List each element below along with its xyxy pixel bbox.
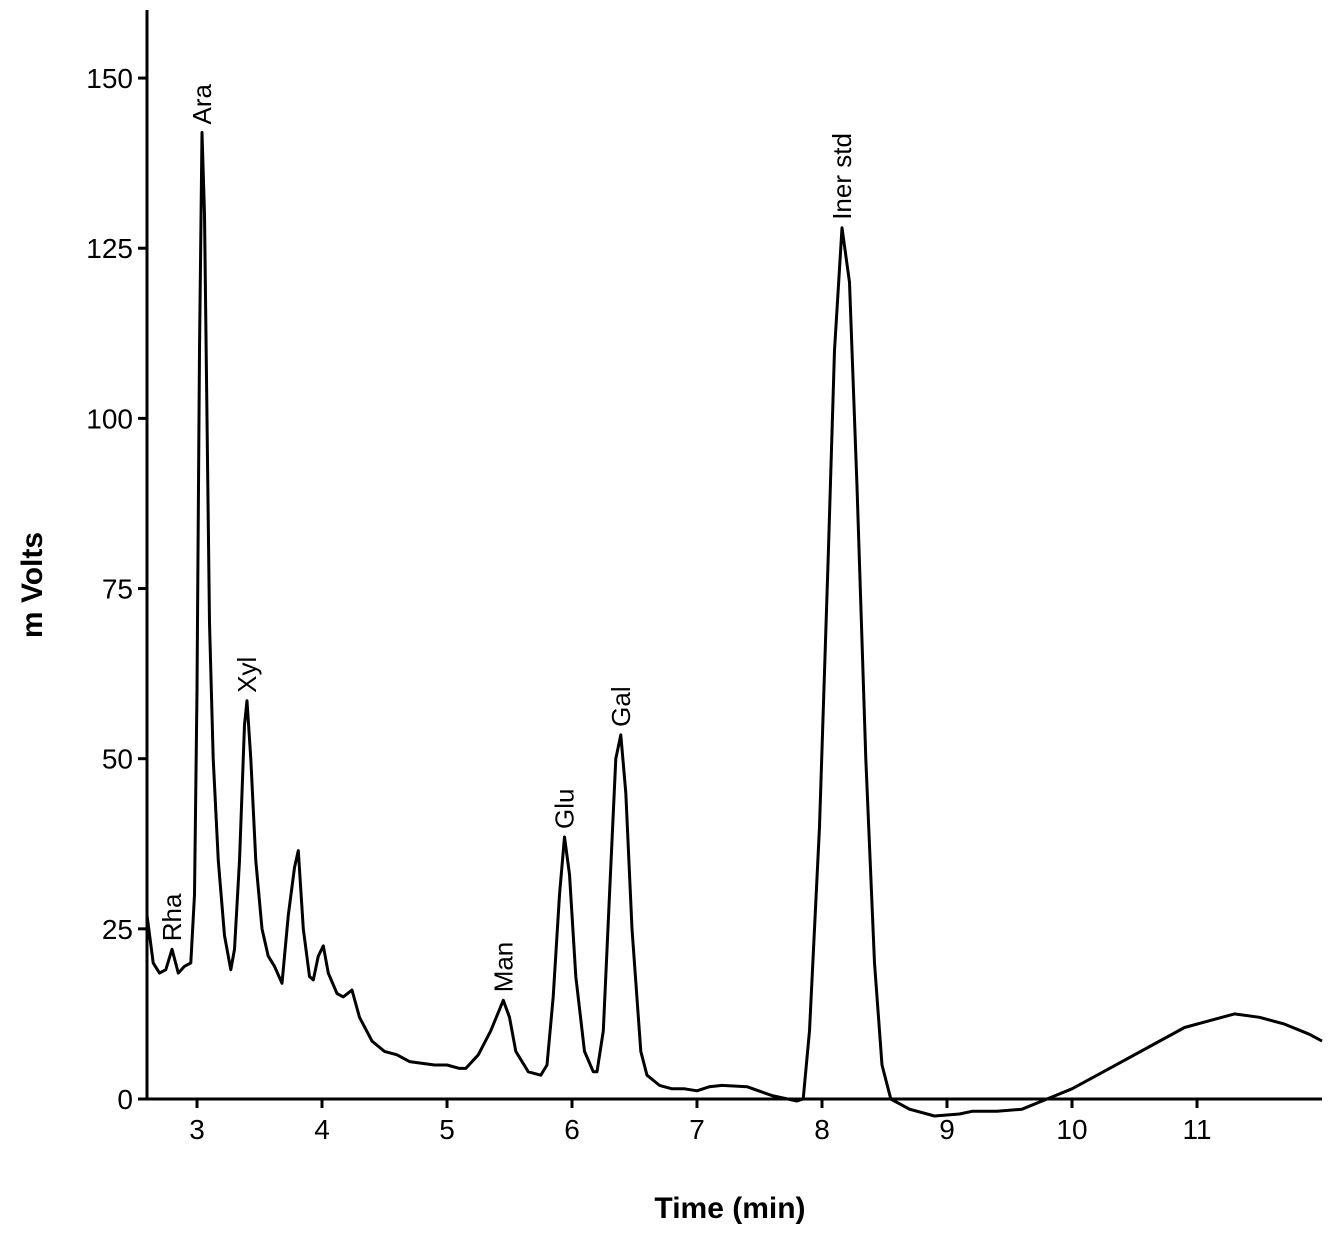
y-tick-label: 0 [117,1084,133,1115]
peak-label: Rha [157,893,187,941]
x-tick-label: 10 [1056,1114,1087,1145]
peak-label: Iner std [827,133,857,220]
x-axis-title: Time (min) [654,1192,805,1225]
peak-label: Xyl [232,657,262,693]
y-tick-label: 25 [102,914,133,945]
peak-label: Ara [187,84,217,125]
y-tick-label: 125 [86,233,133,264]
x-tick-label: 5 [439,1114,455,1145]
y-tick-label: 150 [86,63,133,94]
x-tick-label: 8 [814,1114,830,1145]
x-tick-label: 6 [564,1114,580,1145]
x-tick-label: 9 [939,1114,955,1145]
x-tick-label: 4 [314,1114,330,1145]
peak-label: Glu [550,788,580,828]
y-tick-label: 100 [86,403,133,434]
trace [145,131,1323,1118]
x-tick-label: 11 [1182,1114,1211,1145]
peak-label: Gal [606,686,636,726]
y-tick-label: 50 [102,744,133,775]
y-axis-title: m Volts [16,532,49,638]
x-tick-label: 7 [689,1114,705,1145]
y-tick-label: 75 [102,574,133,605]
x-tick-label: 3 [189,1114,205,1145]
peak-label: Man [488,942,518,993]
